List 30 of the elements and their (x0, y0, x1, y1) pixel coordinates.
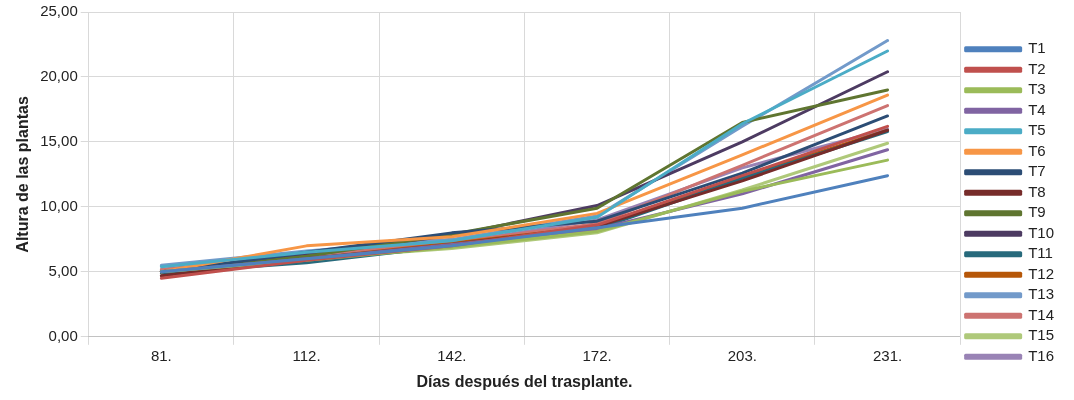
y-tick-label: 0,00 (48, 326, 78, 344)
y-axis-title: Altura de las plantas (14, 96, 32, 253)
y-tick-label: 15,00 (40, 132, 78, 150)
legend-label: T10 (1028, 223, 1055, 241)
legend-label: T5 (1028, 121, 1046, 139)
x-tick-label: 112. (292, 346, 321, 364)
x-tick-label: 142. (437, 346, 467, 364)
legend-label: T15 (1028, 326, 1055, 344)
legend-label: T7 (1028, 162, 1046, 180)
y-tick-label: 5,00 (48, 261, 78, 279)
legend-label: T4 (1028, 100, 1046, 118)
legend-label: T3 (1028, 80, 1046, 98)
legend-label: T13 (1028, 285, 1055, 303)
y-tick-label: 25,00 (40, 2, 78, 20)
legend-label: T16 (1028, 346, 1055, 364)
x-axis-title: Días después del trasplante. (416, 372, 633, 390)
legend-label: T12 (1028, 264, 1055, 282)
legend-label: T1 (1028, 39, 1046, 57)
legend-label: T8 (1028, 182, 1046, 200)
legend-label: T6 (1028, 141, 1046, 159)
legend-label: T9 (1028, 203, 1046, 221)
legend-label: T2 (1028, 59, 1046, 77)
y-tick-label: 10,00 (40, 197, 78, 215)
legend-label: T11 (1028, 244, 1053, 262)
x-tick-label: 231. (872, 346, 903, 364)
x-tick-label: 172. (582, 346, 612, 364)
legend-label: T14 (1028, 305, 1055, 323)
x-tick-label: 81. (150, 346, 172, 364)
y-tick-label: 20,00 (40, 67, 78, 85)
x-tick-label: 203. (727, 346, 757, 364)
